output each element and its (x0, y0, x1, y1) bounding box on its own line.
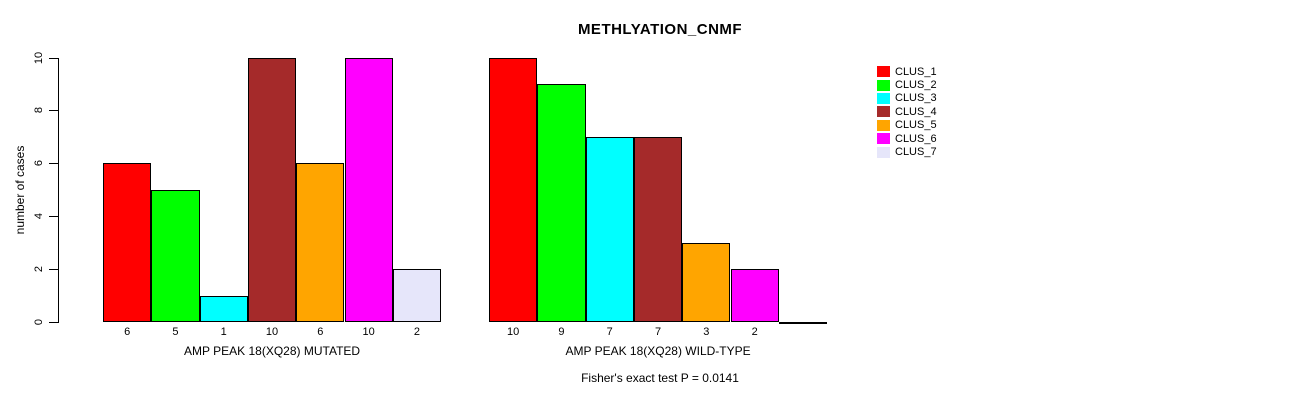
legend-swatch-clus_7 (877, 146, 890, 158)
bar-clus_5-group2 (682, 242, 731, 322)
y-axis-title: number of cases (13, 145, 27, 235)
bar-clus_1-group1 (103, 163, 152, 322)
legend-item: CLUS_3 (877, 92, 937, 105)
legend-swatch-clus_2 (877, 79, 890, 91)
y-axis-tick-label: 0 (33, 318, 45, 326)
bar-value-label: 1 (220, 326, 227, 338)
y-axis-tick-label: 6 (33, 160, 45, 167)
legend-label: CLUS_4 (895, 105, 937, 118)
bar-clus_7-group1 (392, 269, 442, 322)
bar-clus_6-group1 (344, 57, 393, 322)
y-axis-tick (49, 322, 58, 323)
y-axis-tick (49, 269, 58, 271)
y-axis-tick (49, 110, 58, 112)
y-axis-tick (49, 57, 58, 59)
y-axis-tick (49, 163, 58, 165)
legend-swatch-clus_3 (877, 92, 890, 104)
bar-value-label: 2 (413, 326, 420, 338)
legend-label: CLUS_1 (895, 65, 937, 78)
chart-title: METHLYATION_CNMF (577, 21, 743, 38)
bar-value-label: 2 (751, 326, 758, 338)
bar-clus_5-group1 (296, 163, 345, 322)
legend-item: CLUS_2 (877, 78, 937, 91)
legend-label: CLUS_3 (895, 92, 937, 105)
bar-clus_7-group2 (778, 322, 828, 324)
bar-value-label: 10 (265, 326, 279, 338)
legend-swatch-clus_1 (877, 66, 890, 78)
legend-label: CLUS_7 (895, 146, 937, 159)
y-axis-tick-label: 10 (33, 51, 45, 64)
y-axis-tick-label: 8 (33, 107, 45, 114)
bar-value-label: 3 (703, 326, 710, 338)
bar-value-label: 7 (654, 326, 662, 338)
y-axis-tick (49, 216, 58, 218)
y-axis-line (58, 57, 59, 323)
legend-item: CLUS_5 (877, 119, 937, 132)
fisher-test-annotation: Fisher's exact test P = 0.0141 (581, 371, 739, 385)
y-axis-tick-label: 2 (33, 266, 45, 273)
bar-value-label: 6 (124, 326, 131, 338)
y-axis-tick-label: 4 (33, 213, 45, 220)
bar-clus_6-group2 (730, 269, 779, 322)
bar-clus_4-group2 (633, 136, 683, 322)
bar-clus_4-group1 (247, 57, 297, 322)
legend: CLUS_1 CLUS_2 CLUS_3 CLUS_4 CLUS_5 CLUS_6 CLUS… (877, 65, 937, 159)
legend-swatch-clus_6 (877, 133, 890, 145)
legend-label: CLUS_2 (895, 79, 937, 92)
bar-value-label: 9 (558, 326, 565, 338)
legend-label: CLUS_6 (895, 132, 937, 145)
bar-value-label: 6 (317, 326, 324, 338)
bar-value-label: 10 (362, 326, 375, 338)
legend-item: CLUS_7 (877, 145, 937, 158)
legend-swatch-clus_4 (877, 106, 890, 118)
x-axis-title-wild-type: AMP PEAK 18(XQ28) WILD-TYPE (565, 344, 751, 358)
x-axis-title-mutated: AMP PEAK 18(XQ28) MUTATED (184, 344, 361, 358)
legend-swatch-clus_5 (877, 119, 890, 131)
legend-label: CLUS_5 (895, 119, 937, 132)
bar-clus_3-group2 (585, 136, 634, 322)
legend-item: CLUS_6 (877, 132, 937, 145)
bar-clus_1-group2 (489, 57, 538, 322)
bar-clus_2-group1 (151, 189, 200, 322)
legend-item: CLUS_4 (877, 105, 937, 118)
bar-value-label: 10 (507, 326, 520, 338)
legend-item: CLUS_1 (877, 65, 937, 78)
bar-clus_2-group2 (537, 83, 586, 322)
bar-value-label: 7 (606, 326, 613, 338)
bar-value-label: 5 (172, 326, 179, 338)
bar-clus_3-group1 (199, 295, 248, 322)
